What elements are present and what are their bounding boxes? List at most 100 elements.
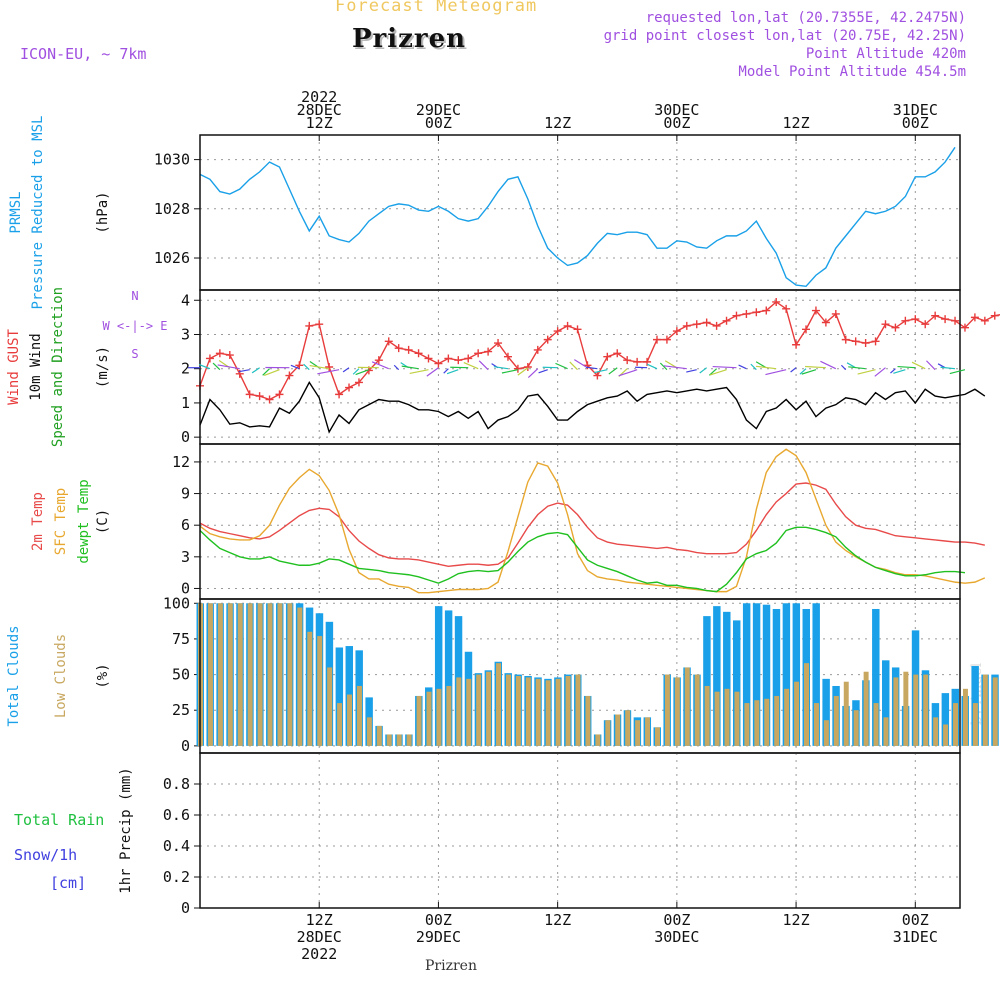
- low-cloud-bar: [734, 691, 740, 746]
- total-cloud-bar: [444, 610, 453, 746]
- gust-marker: [245, 390, 254, 399]
- gust-marker: [951, 316, 960, 325]
- wind-arrow: [371, 361, 389, 370]
- low-cloud-bar: [535, 678, 541, 746]
- bottom-time-label: 30DEC: [654, 928, 699, 946]
- wind-arrow: [303, 363, 310, 371]
- low-cloud-bar: [356, 685, 362, 746]
- bottom-time-label: 00Z: [425, 911, 452, 929]
- wind-arrow: [659, 362, 668, 371]
- gust-marker: [523, 363, 532, 371]
- wind-arrow: [893, 369, 906, 374]
- y-tick-label: 0: [181, 737, 190, 755]
- low-cloud-bar: [913, 674, 919, 746]
- top-time-label: 31DEC: [893, 101, 938, 119]
- gust-marker: [712, 321, 721, 330]
- total-cloud-bar: [812, 603, 820, 746]
- axis-label: 10m Wind: [28, 333, 44, 400]
- gust-marker: [354, 378, 363, 387]
- axis-label: dewpt Temp: [76, 479, 92, 563]
- snow-unit-label: [cm]: [50, 874, 86, 892]
- compass-we: W <-|-> E: [102, 319, 167, 333]
- low-cloud-bar: [863, 671, 869, 746]
- compass-n: N: [131, 289, 138, 303]
- footer-place: Prizren: [425, 958, 477, 974]
- gust-marker: [225, 351, 234, 360]
- low-cloud-bar: [704, 685, 710, 746]
- total-cloud-bar: [941, 693, 950, 746]
- low-cloud-bar: [565, 676, 571, 746]
- top-time-label: 30DEC: [654, 101, 699, 119]
- gust-marker: [931, 311, 940, 320]
- gust-marker: [672, 327, 681, 336]
- gust-marker: [970, 313, 979, 322]
- low-cloud-bar: [953, 703, 959, 746]
- low-cloud-bar: [505, 674, 511, 746]
- y-tick-label: 3: [181, 548, 190, 566]
- series-line: [199, 381, 986, 434]
- gust-marker: [772, 297, 781, 306]
- gust-marker: [990, 311, 999, 320]
- low-cloud-bar: [386, 734, 392, 746]
- y-tick-label: 0.8: [163, 775, 190, 793]
- y-tick-label: 75: [172, 630, 190, 648]
- low-cloud-bar: [277, 603, 283, 746]
- low-cloud-bar: [794, 681, 800, 746]
- axis-label: Low Clouds: [53, 634, 69, 718]
- gust-marker: [285, 371, 294, 380]
- gust-marker: [464, 354, 473, 363]
- total-cloud-bar: [723, 611, 731, 746]
- axis-label: Wind GUST: [6, 329, 22, 405]
- total-cloud-bar: [742, 603, 751, 746]
- gust-marker: [474, 349, 483, 358]
- gust-marker: [503, 352, 512, 361]
- gust-marker: [960, 323, 969, 332]
- axis-label: Speed and Direction: [50, 287, 66, 447]
- wind-arrow: [848, 366, 866, 370]
- gust-marker: [692, 320, 701, 329]
- low-cloud-bar: [813, 703, 819, 746]
- wind-arrow: [463, 362, 479, 370]
- gust-marker: [494, 339, 503, 348]
- y-tick-label: 50: [172, 666, 190, 684]
- gust-marker: [444, 354, 453, 363]
- bottom-time-label: 00Z: [902, 911, 929, 929]
- wind-arrow: [446, 369, 459, 375]
- unit-label: (hPa): [95, 191, 111, 233]
- gust-marker: [484, 347, 493, 356]
- place-title: Prizren: [352, 24, 467, 54]
- wind-arrow: [820, 360, 837, 370]
- wind-arrow: [501, 369, 519, 374]
- gust-marker: [573, 325, 582, 334]
- low-cloud-bar: [903, 671, 909, 746]
- wind-arrow: [198, 363, 211, 370]
- total-cloud-bar: [335, 647, 344, 746]
- wind-arrow: [478, 360, 489, 371]
- bottom-time-label: 00Z: [663, 911, 690, 929]
- low-cloud-bar: [347, 694, 352, 746]
- low-cloud-bar: [496, 663, 502, 746]
- wind-arrow: [538, 369, 548, 374]
- gust-marker: [811, 306, 820, 315]
- low-cloud-bar: [754, 700, 760, 746]
- gust-marker: [762, 306, 771, 315]
- gust-marker: [414, 349, 423, 358]
- wind-arrow: [926, 360, 936, 371]
- model-label: ICON-EU, ~ 7km: [20, 45, 147, 63]
- low-cloud-bar: [545, 680, 551, 746]
- top-time-label: 00Z: [663, 114, 690, 132]
- bottom-time-label: 12Z: [783, 911, 810, 929]
- gust-marker: [215, 349, 224, 358]
- low-cloud-bar: [555, 678, 561, 746]
- low-cloud-bar: [575, 674, 581, 746]
- wind-arrow: [426, 367, 439, 377]
- bottom-time-label: 2022: [301, 945, 337, 963]
- low-cloud-bar: [744, 703, 750, 746]
- low-cloud-bar: [595, 734, 601, 746]
- y-tick-label: 1: [181, 394, 190, 412]
- y-tick-label: 0.6: [163, 806, 190, 824]
- wind-arrow: [699, 367, 708, 374]
- low-cloud-bar: [943, 724, 949, 746]
- gust-marker: [454, 356, 463, 365]
- total-cloud-bar: [792, 603, 801, 746]
